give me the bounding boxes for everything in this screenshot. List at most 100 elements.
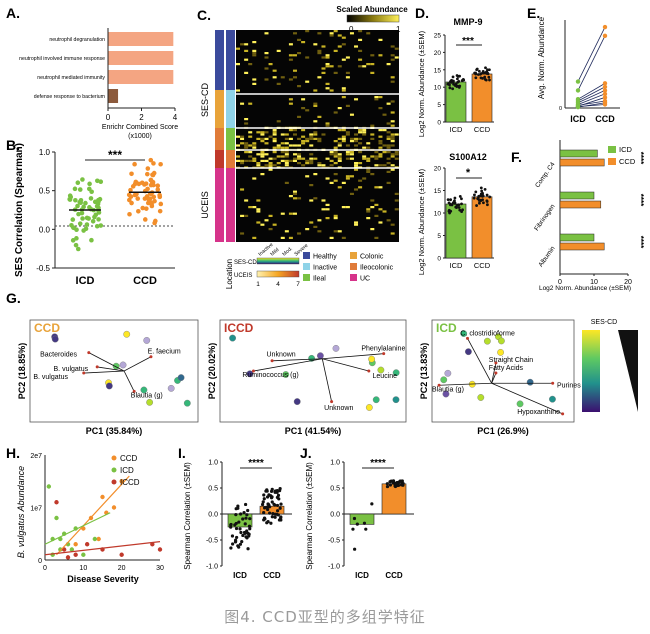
panel-c-heat-cell	[378, 146, 383, 149]
panel-j-point	[395, 483, 399, 488]
panel-j-point	[385, 482, 389, 486]
panel-b-point	[79, 210, 85, 216]
panel-c-heat-cell	[378, 221, 383, 224]
panel-f-tick-label: 10	[590, 279, 598, 286]
panel-g-loading-vector	[88, 352, 125, 372]
panel-a-x-label: Enrichr Combined Score	[102, 124, 178, 131]
panel-c-heat-cell	[378, 107, 383, 110]
panel-c: C. Scaled Abundance 0 1 SES-CD UCEIS Loc…	[197, 5, 408, 289]
panel-d-top-point	[477, 69, 481, 73]
panel-c-heat-cell	[301, 142, 306, 145]
panel-d-top-point	[448, 83, 451, 87]
panel-c-heat-cell	[244, 199, 249, 202]
panel-b-point	[77, 221, 83, 226]
panel-g-vector-head	[367, 369, 371, 373]
panel-c-heat-cell	[252, 52, 257, 55]
panel-c-heat-cell	[292, 157, 297, 160]
panel-c-heat-cell	[268, 157, 273, 160]
panel-c-heat-cell	[370, 199, 375, 202]
panel-c-heat-cell	[280, 133, 285, 136]
panel-b-point	[155, 183, 161, 189]
panel-c-heat-cell	[341, 87, 346, 90]
panel-b-tick-label: 1.0	[39, 148, 51, 157]
panel-b: B. SES Correlation (Spearman) -0.5 0.0 0.5…	[6, 137, 175, 287]
panel-d-bottom-point	[460, 197, 463, 201]
panel-a-bar	[108, 32, 174, 46]
panel-c-heat-cell	[240, 188, 245, 191]
panel-c-heat-cell	[280, 212, 285, 215]
panel-c-row-label-ses: SES-CD	[200, 83, 210, 118]
panel-j-point	[388, 483, 393, 487]
panel-i-point	[244, 502, 248, 507]
panel-d-bottom-point	[486, 203, 489, 207]
panel-c-heat-cell	[386, 170, 391, 173]
panel-b-point	[145, 186, 150, 192]
panel-c-heat-cell	[386, 144, 391, 147]
panel-d-top-point	[483, 75, 487, 79]
panel-c-heat-cell	[386, 157, 391, 160]
panel-e-tick-label: 0	[559, 106, 562, 112]
panel-g-vector-label: Ruminococcus (g)	[242, 372, 298, 379]
panel-c-heat-cell	[292, 69, 297, 72]
panel-c-heat-cell	[272, 223, 277, 226]
panel-c-heat-cell	[337, 137, 342, 140]
panel-c-heat-cell	[362, 133, 367, 136]
panel-d-top-point	[458, 84, 462, 88]
panel-c-heat-cell	[288, 54, 293, 57]
panel-c-heat-cell	[292, 212, 297, 215]
panel-c-heat-cell	[386, 162, 391, 165]
panel-c-heat-cell	[284, 162, 289, 165]
panel-b-tick-label: -0.5	[36, 264, 50, 273]
panel-b-point	[67, 197, 73, 202]
panel-c-heat-cell	[317, 162, 322, 165]
panel-c-heat-cell	[252, 177, 257, 180]
panel-c-heat-cell	[297, 52, 302, 55]
panel-c-heat-cell	[297, 157, 302, 160]
panel-b-tick-label: 0.0	[39, 225, 51, 234]
panel-c-heat-cell	[329, 32, 334, 35]
panel-c-heat-cell	[345, 144, 350, 147]
panel-g-vector-head	[494, 371, 498, 375]
panel-c-heat-cell	[256, 137, 261, 140]
panel-b-point	[126, 192, 132, 198]
panel-g-vector-head	[466, 336, 469, 340]
panel-c-heat-cell	[337, 157, 342, 160]
panel-c-heat-cell	[268, 135, 273, 138]
panel-d-bottom-point	[478, 194, 482, 198]
panel-c-heat-cell	[236, 144, 240, 147]
panel-g-sample-point	[105, 382, 113, 390]
panel-c-heat-cell	[321, 67, 326, 70]
panel-c-heat-cell	[382, 164, 387, 167]
panel-c-heat-cell	[264, 219, 269, 222]
panel-c-location-strip	[226, 168, 235, 242]
panel-c-severity-strip	[215, 128, 224, 150]
panel-b-point	[149, 203, 155, 209]
panel-c-heat-cell	[345, 133, 350, 136]
panel-i-point	[248, 517, 252, 521]
panel-c-heat-cell	[260, 137, 265, 140]
panel-c-heat-cell	[390, 144, 395, 147]
panel-c-heat-cell	[317, 164, 322, 167]
panel-g-vector-label: Hypoxanthine	[517, 409, 560, 416]
panel-c-heat-cell	[248, 131, 253, 134]
panel-d-bottom-point	[460, 202, 463, 206]
panel-c-heat-cell	[248, 206, 253, 209]
panel-c-heat-cell	[370, 155, 375, 158]
panel-b-sig: ***	[108, 148, 122, 162]
panel-g-sample-point	[497, 348, 504, 356]
panel-c-heat-cell	[321, 71, 326, 74]
panel-d-top-point	[482, 71, 486, 75]
panel-c-heat-cell	[345, 175, 350, 178]
panel-e-ccd-point	[602, 102, 608, 107]
panel-c-heat-cell	[276, 146, 281, 149]
panel-c-heat-cell	[374, 203, 379, 206]
panel-c-heat-cell	[341, 58, 346, 61]
panel-c-heat-cell	[354, 133, 359, 136]
panel-e-pair-line	[577, 26, 606, 82]
panel-b-point	[71, 225, 76, 230]
panel-c-heat-cell	[366, 159, 371, 162]
panel-g-vector-label: Blautia (g)	[432, 386, 464, 393]
panel-f-protein-label: Albumin	[537, 245, 556, 269]
panel-f-ccd-bar	[559, 242, 605, 251]
panel-c-heat-cell	[370, 133, 375, 136]
